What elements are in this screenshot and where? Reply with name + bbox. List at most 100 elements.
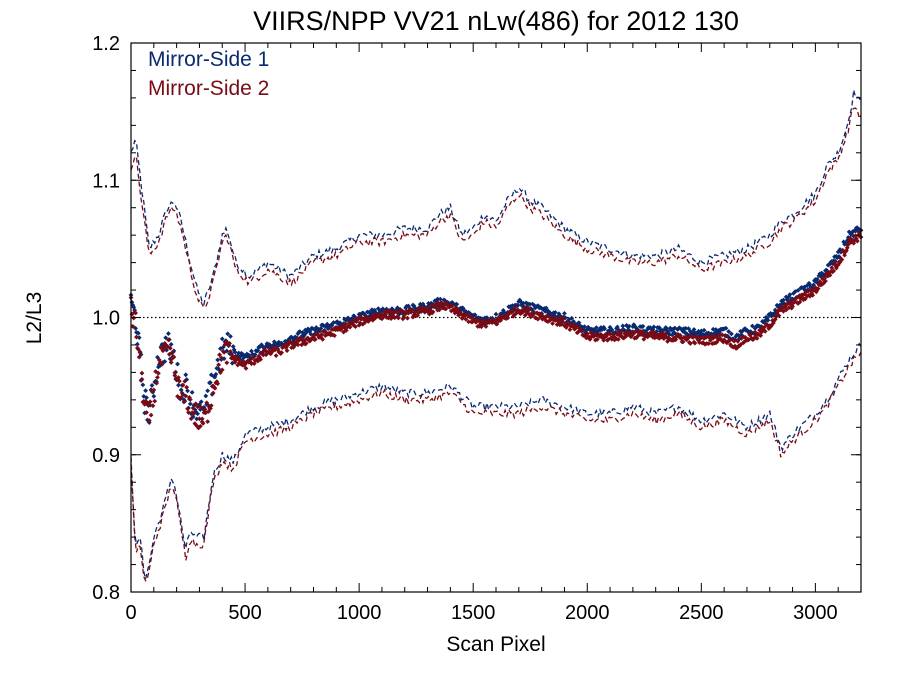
data-point-series-1 [498, 311, 503, 317]
data-point-series-1 [141, 393, 147, 399]
envelope-lines [130, 89, 862, 582]
data-point-series-2 [674, 334, 680, 339]
data-point-series-2 [808, 288, 814, 294]
x-tick-label: 1000 [337, 602, 382, 624]
data-point-series-1 [194, 416, 200, 422]
data-point-series-2 [319, 332, 325, 337]
data-point-series-1 [304, 328, 310, 334]
data-point-series-2 [579, 327, 585, 333]
data-point-series-2 [175, 394, 180, 399]
data-point-series-2 [178, 395, 184, 400]
data-point-series-2 [249, 361, 254, 367]
data-point-series-2 [411, 312, 417, 318]
data-point-series-2 [216, 362, 221, 368]
y-tick-label: 1.0 [92, 308, 120, 330]
data-point-series-1 [640, 323, 646, 329]
data-point-series-2 [197, 423, 203, 429]
data-point-series-2 [687, 341, 693, 346]
data-point-series-2 [735, 338, 741, 344]
data-point-series-2 [560, 319, 566, 325]
data-point-series-1 [425, 304, 430, 310]
data-point-series-2 [343, 327, 349, 333]
data-point-series-2 [823, 278, 828, 284]
data-point-series-2 [212, 385, 218, 391]
data-point-series-2 [607, 331, 613, 337]
data-point-series-2 [686, 335, 691, 341]
data-point-series-2 [494, 321, 500, 327]
data-point-series-2 [350, 320, 356, 326]
x-tick-label: 2000 [565, 602, 610, 624]
data-point-series-1 [576, 320, 582, 326]
data-point-series-1 [230, 344, 236, 349]
data-point-series-2 [137, 350, 143, 356]
data-point-series-2 [842, 252, 847, 258]
x-tick-label: 1500 [451, 602, 496, 624]
envelope-lower-series-1 [130, 342, 862, 580]
data-point-series-2 [198, 405, 204, 410]
data-point-series-2 [729, 343, 734, 349]
data-point-series-2 [558, 315, 564, 321]
data-point-series-2 [483, 324, 489, 329]
data-point-series-1 [435, 296, 440, 302]
data-point-series-1 [527, 301, 533, 307]
x-tick-label: 0 [125, 602, 136, 624]
data-point-series-1 [134, 341, 140, 347]
data-point-series-1 [723, 325, 729, 331]
axis-tick-labels: 0 500 1000 1500 2000 2500 3000 0.8 0.9 1.0 1.1 1.2 [92, 33, 837, 624]
data-point-series-1 [511, 306, 517, 312]
data-point-series-1 [543, 305, 549, 311]
data-point-series-2 [320, 336, 326, 342]
data-point-series-2 [810, 292, 816, 298]
data-point-series-2 [221, 349, 227, 355]
data-point-series-1 [493, 311, 499, 317]
data-point-series-1 [562, 311, 567, 316]
data-point-series-2 [761, 324, 767, 330]
data-point-series-2 [179, 390, 185, 396]
data-point-series-1 [571, 319, 576, 324]
data-point-series-1 [187, 401, 193, 407]
data-point-series-2 [251, 361, 257, 367]
data-point-series-2 [437, 307, 442, 313]
data-point-series-2 [479, 324, 484, 330]
data-point-series-2 [754, 335, 760, 341]
data-point-series-2 [131, 315, 137, 321]
data-point-series-1 [765, 317, 771, 323]
data-point-series-2 [210, 390, 216, 396]
data-point-series-2 [170, 349, 176, 355]
data-point-series-2 [639, 329, 645, 334]
data-point-series-2 [663, 331, 669, 337]
data-point-series-2 [428, 303, 434, 308]
data-point-series-1 [689, 330, 695, 335]
x-tick-label: 2500 [679, 602, 724, 624]
data-point-series-2 [209, 383, 215, 389]
data-point-series-2 [181, 399, 187, 405]
data-point-series-2 [171, 354, 177, 360]
data-point-series-2 [409, 308, 415, 313]
data-point-series-2 [388, 316, 394, 321]
data-point-series-2 [159, 361, 165, 367]
data-point-series-1 [787, 292, 793, 298]
data-point-series-1 [814, 276, 820, 282]
data-point-series-1 [238, 353, 243, 359]
x-tick-label: 3000 [793, 602, 838, 624]
y-tick-label: 1.1 [92, 170, 120, 192]
data-point-series-2 [584, 331, 590, 337]
data-point-series-1 [235, 353, 241, 359]
data-point-series-1 [133, 325, 138, 331]
data-point-series-2 [521, 304, 527, 310]
data-point-series-2 [200, 420, 206, 426]
data-point-series-2 [856, 230, 862, 235]
data-point-series-2 [571, 324, 576, 330]
data-point-series-1 [318, 326, 324, 331]
data-point-series-2 [561, 316, 566, 322]
data-point-series-1 [420, 301, 426, 307]
data-point-series-2 [228, 349, 233, 354]
data-point-series-2 [399, 308, 405, 314]
data-point-series-1 [331, 320, 336, 325]
data-point-series-2 [449, 303, 455, 309]
data-points [128, 225, 864, 431]
data-point-series-2 [817, 279, 823, 285]
data-point-series-1 [244, 351, 250, 357]
x-tick-label: 500 [228, 602, 261, 624]
